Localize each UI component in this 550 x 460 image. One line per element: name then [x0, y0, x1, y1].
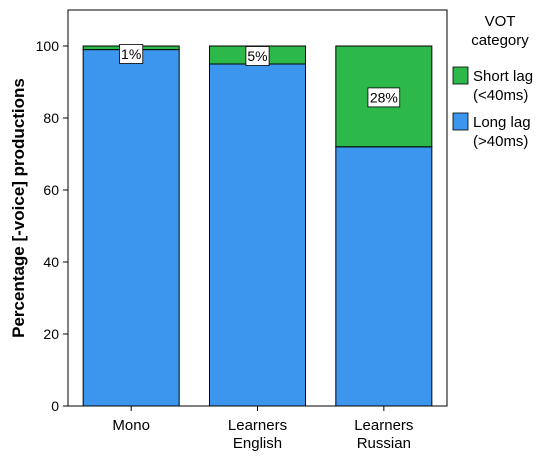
y-tick-label: 100	[36, 38, 60, 54]
x-tick-label: Mono	[112, 417, 150, 434]
y-tick-label: 40	[43, 254, 59, 270]
y-tick-label: 60	[43, 182, 59, 198]
bar-segment	[335, 146, 433, 407]
bar-segment	[208, 63, 307, 407]
data-label-layer: 1% 5% 28%	[119, 44, 401, 108]
y-axis: 0 20 40 60 80 100	[36, 38, 68, 414]
data-label-box	[367, 87, 401, 108]
data-label-box	[245, 46, 270, 66]
y-axis-title: Percentage [-voice] productions	[9, 78, 28, 338]
legend: VOT category Short lag (<40ms) Long lag (>40m…	[452, 13, 533, 150]
bar-segment	[82, 49, 180, 407]
data-label: 5%	[247, 48, 267, 64]
x-tick-label: Learners Russian	[354, 417, 413, 452]
legend-label: Long lag (>40ms)	[473, 114, 531, 150]
y-tick-label: 0	[51, 398, 59, 414]
data-label-box	[119, 44, 144, 64]
y-tick-label: 80	[43, 110, 59, 126]
x-axis: Mono Learners English Learners Russian	[112, 406, 413, 452]
x-tick-label: Learners English	[228, 417, 287, 452]
legend-swatch	[452, 112, 469, 131]
legend-title: VOT category	[471, 13, 529, 49]
data-label: 1%	[121, 46, 141, 62]
y-tick-label: 20	[43, 326, 59, 342]
legend-swatch	[452, 66, 469, 85]
legend-label: Short lag (<40ms)	[473, 68, 533, 104]
data-label: 28%	[370, 89, 398, 105]
bar-layer	[82, 45, 433, 407]
